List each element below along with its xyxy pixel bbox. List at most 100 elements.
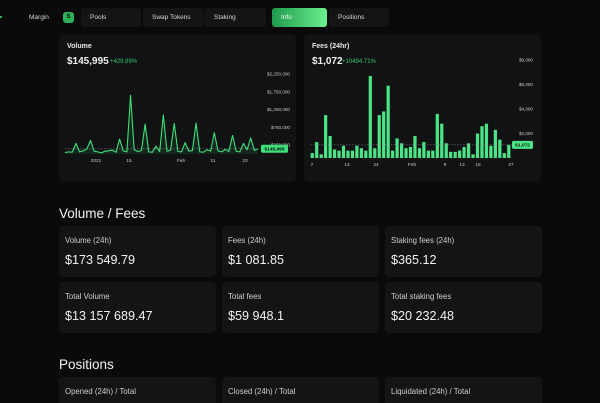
nav-pools[interactable]: Pools [81,8,141,27]
fee-bar [489,145,493,158]
fees-chart-change: +10494.71% [342,59,376,65]
fee-bar [462,146,466,158]
fee-bar [328,135,332,158]
stat-label: Staking fees (24h) [391,236,455,245]
fee-bar [364,150,368,158]
stat-label: Closed (24h) / Total [228,387,296,396]
fee-bar [449,151,453,159]
stat-volume-24h: Volume (24h) $173 549.79 [59,226,216,277]
y-tick-label: $4,000 [519,107,533,112]
stat-total-volume: Total Volume $13 157 689.47 [59,282,216,333]
y-tick-label: $1,250,000 [267,107,290,112]
x-tick-label: 27 [508,162,514,168]
fee-bar [391,150,395,158]
nav-positions[interactable]: Positions [329,8,389,27]
fee-bar [417,148,422,158]
fee-bar [341,145,346,158]
fees-chart-card: Fees (24hr) $1,072 +10494.71% $8,000 $6,0… [304,34,541,182]
y-tick-label: $2,000 [519,131,533,136]
fees-chart-title: Fees (24hr) [312,43,350,50]
fee-bar [475,133,480,158]
volume-chart-change: +429.89% [110,59,138,65]
current-value-label: $145,995 [264,147,284,153]
fee-bar [471,154,475,158]
fee-bar [413,135,417,158]
x-tick-label: 13 [459,162,465,168]
volume-fees-title: Volume / Fees [59,206,146,221]
fee-bar [480,126,484,158]
fee-bar [498,139,502,159]
nav-info[interactable]: Info [272,8,327,27]
nav-staking[interactable]: Staking [205,8,266,27]
fee-bar [315,142,319,158]
stat-total-staking-fees: Total staking fees $20 232.48 [385,282,542,333]
volume-chart-value: $145,995 [67,56,109,67]
stat-value: $59 948.1 [228,309,285,323]
stat-label: Liquidated (24h) / Total [391,387,471,396]
nav-margin[interactable]: Margin [29,14,49,21]
stat-label: Fees (24h) [228,236,266,245]
x-tick-label: Feb [408,162,417,168]
app-logo-icon[interactable]: S [63,12,74,23]
fee-bar [466,143,471,158]
x-tick-label: 24 [373,162,379,168]
fee-bar [484,123,489,158]
x-tick-label: 15 [126,158,132,164]
fee-bar [440,123,444,158]
fee-bar [408,146,413,158]
y-tick-label: $2,250,000 [267,72,290,77]
fees-chart-value: $1,072 [312,56,343,67]
fee-bar [382,111,386,158]
stat-liquidated: Liquidated (24h) / Total [385,377,542,403]
stat-value: $365.12 [391,253,437,267]
fee-bar [444,143,448,158]
x-tick-label: 2021 [91,158,102,164]
volume-chart[interactable]: $2,250,000$1,750,000$1,250,000$750,000$2… [59,34,296,182]
fee-bar [502,153,506,158]
fee-bar [373,148,377,158]
fee-bar [404,148,408,158]
x-tick-label: 9 [444,162,447,168]
stat-fees-24h: Fees (24h) $1 081.85 [222,226,379,277]
y-tick-label: $750,000 [271,125,291,130]
edge-marker [0,16,2,18]
fee-bar [346,150,350,158]
fee-bar [359,148,363,158]
fee-bar [310,153,314,158]
stat-label: Total fees [228,292,262,301]
current-value-badge [261,144,288,153]
nav-swap-tokens[interactable]: Swap Tokens [143,8,204,27]
fee-bar [435,113,439,158]
current-value-badge [512,140,533,149]
stat-label: Total Volume [65,292,110,301]
fees-chart[interactable]: $8,000 $6,000 $4,000 $2,000 7 13 24 Feb 9 13 18 27 $… [304,34,541,182]
volume-chart-title: Volume [67,43,92,50]
x-tick-label: 11 [211,158,216,164]
fee-bar [319,154,323,158]
x-tick-label: 13 [344,162,350,168]
fee-bar [377,115,381,159]
fee-bar [337,150,341,158]
stat-value: $20 232.48 [391,309,455,323]
fee-bar [458,150,462,158]
stat-value: $173 549.79 [65,253,136,267]
fee-bar [399,143,404,158]
top-nav: Margin S Pools Swap Tokens Staking Info … [0,8,600,27]
fee-bar [386,85,390,158]
fee-bar [355,145,359,158]
stat-label: Opened (24h) / Total [65,387,136,396]
stat-staking-fees-24h: Staking fees (24h) $365.12 [385,226,542,277]
volume-chart-card: Volume $145,995 +429.89% $2,250,000 $1,75… [59,34,296,182]
fee-bar [422,142,426,158]
x-tick-label: Feb [177,158,186,164]
y-tick-label: $6,000 [519,82,533,87]
fee-bar [493,129,497,158]
x-tick-label: 7 [311,162,314,168]
stat-opened: Opened (24h) / Total [59,377,216,403]
volume-series-line [64,94,259,154]
stat-total-fees: Total fees $59 948.1 [222,282,379,333]
y-tick-label: $8,000 [519,58,533,63]
fee-bar [426,150,430,158]
x-tick-label: 18 [475,162,481,168]
fee-bar [453,151,457,159]
